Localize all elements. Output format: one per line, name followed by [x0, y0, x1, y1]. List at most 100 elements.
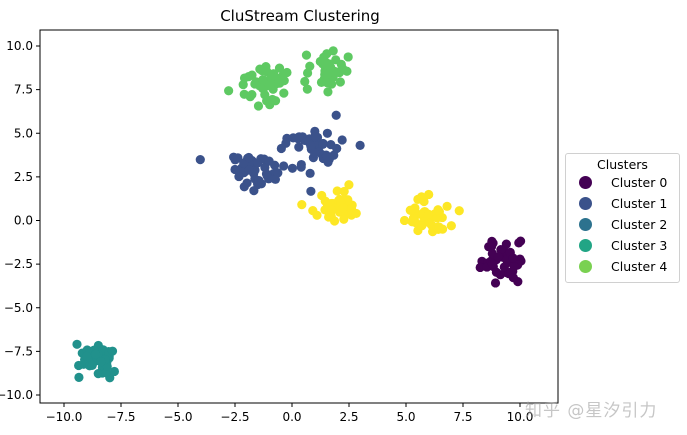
data-point [294, 132, 304, 142]
legend-label: Cluster 2 [611, 217, 668, 232]
data-point [306, 186, 316, 196]
data-point [326, 211, 336, 222]
legend-item: Cluster 3 [566, 235, 679, 256]
data-point [446, 221, 456, 231]
data-point [87, 360, 97, 370]
y-axis: 10.0 7.5 5.0 2.5 0.0 −2.5 −5.0 −7.5 −10.0 [0, 39, 40, 402]
data-point [296, 162, 306, 172]
data-point [320, 205, 330, 215]
data-point [454, 206, 464, 216]
y-tick-label: −7.5 [4, 344, 33, 358]
chart-title: CluStream Clustering [220, 7, 380, 25]
data-point [491, 267, 501, 277]
y-tick-label: 7.5 [14, 83, 33, 97]
data-point [486, 241, 497, 252]
data-point [305, 168, 315, 178]
y-tick-label: 2.5 [14, 170, 33, 184]
data-point [310, 148, 320, 158]
data-point [258, 75, 268, 85]
x-tick-label: −2.5 [220, 410, 249, 424]
data-point [316, 77, 327, 88]
data-point [335, 77, 345, 87]
data-point [342, 66, 352, 76]
data-point [318, 139, 328, 150]
x-tick-label: 7.5 [453, 410, 472, 424]
legend-marker-icon [579, 218, 592, 231]
data-point [325, 62, 336, 72]
data-point [508, 273, 518, 283]
data-point [306, 140, 316, 151]
data-point [253, 101, 264, 111]
data-point [331, 55, 341, 65]
x-tick-label: −7.5 [106, 410, 135, 424]
data-point [244, 152, 254, 163]
watermark: 知乎 @星汐引力 [525, 401, 658, 421]
data-point [424, 189, 434, 200]
legend-item: Cluster 4 [566, 256, 679, 277]
data-point [339, 214, 349, 224]
data-point [355, 140, 365, 150]
data-point [74, 372, 84, 382]
data-point [107, 346, 118, 356]
data-point [279, 161, 289, 171]
data-point [300, 76, 310, 87]
data-point [254, 176, 264, 186]
data-point [508, 253, 518, 263]
data-point [343, 52, 353, 62]
legend-label: Cluster 1 [611, 196, 668, 211]
data-point [323, 87, 333, 97]
legend-item: Cluster 0 [566, 172, 679, 193]
data-point [266, 72, 276, 82]
data-point [433, 205, 443, 215]
data-point [195, 155, 205, 165]
legend-marker-icon [579, 176, 592, 189]
legend: Clusters Cluster 0 Cluster 1 Cluster 2 Clus… [565, 153, 680, 283]
data-point [230, 164, 240, 175]
data-point [267, 94, 278, 105]
y-tick-label: 0.0 [14, 214, 33, 228]
data-point [302, 84, 312, 94]
data-point [74, 360, 84, 371]
x-tick-label: −5.0 [163, 410, 192, 424]
data-point [331, 110, 341, 120]
data-point [337, 135, 347, 145]
data-point [273, 168, 283, 178]
legend-label: Cluster 4 [611, 259, 668, 274]
data-point [287, 163, 298, 173]
data-point [247, 90, 257, 100]
y-tick-label: 10.0 [6, 39, 33, 53]
data-point [487, 259, 498, 269]
data-point [493, 252, 503, 262]
data-point [282, 67, 292, 78]
legend-item: Cluster 2 [566, 214, 679, 235]
data-point [264, 156, 274, 166]
data-point [276, 143, 286, 154]
data-point [323, 157, 333, 167]
data-point [344, 180, 354, 190]
x-axis: −10.0 −7.5 −5.0 −2.5 0.0 2.5 5.0 7.5 10.0 [46, 403, 534, 424]
data-point [239, 89, 249, 99]
data-point [274, 63, 285, 73]
data-point [399, 215, 410, 226]
data-point [109, 366, 119, 377]
data-point [406, 205, 416, 216]
data-point [490, 278, 501, 288]
data-point [93, 369, 103, 379]
legend-marker-icon [579, 197, 592, 210]
data-point [332, 186, 342, 196]
legend-label: Cluster 0 [611, 175, 668, 190]
data-point [496, 244, 506, 255]
y-tick-label: −10.0 [0, 388, 33, 402]
data-point [514, 238, 524, 248]
data-point [279, 88, 289, 98]
data-point [417, 221, 427, 231]
data-point [72, 339, 82, 349]
x-tick-label: 10.0 [507, 410, 534, 424]
x-tick-label: −10.0 [46, 410, 83, 424]
data-point [294, 142, 304, 152]
data-point [244, 165, 254, 175]
legend-label: Cluster 3 [611, 238, 668, 253]
data-point [408, 213, 419, 223]
legend-item: Cluster 1 [566, 193, 679, 214]
